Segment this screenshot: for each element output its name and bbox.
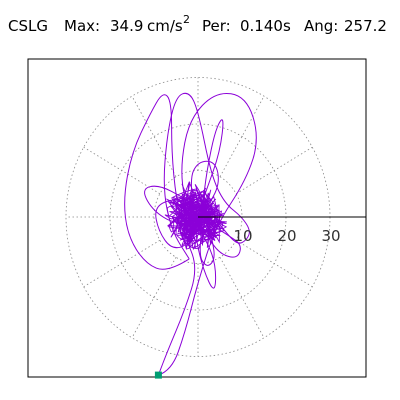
grid-spoke-30 <box>235 146 313 195</box>
plot-frame <box>27 58 367 378</box>
peak-marker <box>154 371 162 379</box>
angle-label: Ang: <box>304 17 338 35</box>
tick-label-30: 30 <box>321 227 340 245</box>
trace-center-tangle <box>164 180 228 251</box>
grid-spoke-150 <box>83 146 161 195</box>
tick-label-10: 10 <box>233 227 252 245</box>
grid-spoke-120 <box>131 95 177 177</box>
trace-medium-loop-4 <box>199 226 215 266</box>
radial-tick-labels: 10 20 30 <box>233 227 340 245</box>
max-value: 34.9 <box>110 17 143 35</box>
grid-spoke-300 <box>219 257 265 339</box>
trace-medium-loop-1 <box>144 185 208 223</box>
period-value: 0.140 <box>240 17 283 35</box>
tick-label-20: 20 <box>277 227 296 245</box>
period-unit: s <box>283 17 291 35</box>
max-unit: cm/s <box>147 17 183 35</box>
grid-spoke-330 <box>235 239 313 288</box>
trace-loop-2 <box>124 94 196 376</box>
grid-spoke-60 <box>219 95 265 177</box>
trace-medium-loop-3 <box>190 160 219 208</box>
max-unit-exponent: 2 <box>183 13 190 26</box>
motion-trace <box>124 92 257 376</box>
period-label: Per: <box>202 17 231 35</box>
station-code: CSLG <box>8 17 48 35</box>
grid-spoke-240 <box>131 257 177 339</box>
max-label: Max: <box>64 17 100 35</box>
angle-value: 257.2 <box>344 17 387 35</box>
grid-spoke-210 <box>83 239 161 288</box>
trace-medium-loop-2 <box>206 221 241 258</box>
chart-header: CSLG Max: 34.9 cm/s 2 Per: 0.140 s Ang: … <box>8 13 387 35</box>
